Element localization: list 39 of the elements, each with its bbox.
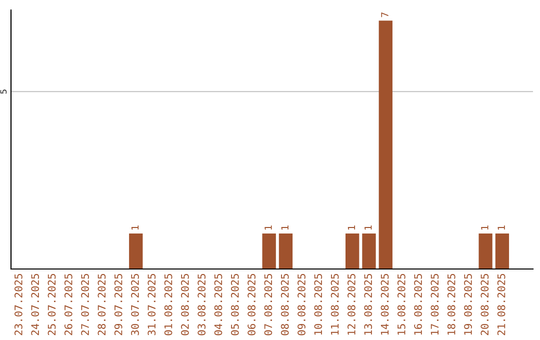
- x-tick-label: 15.08.2025: [397, 274, 406, 335]
- x-tick-label: 12.08.2025: [348, 274, 356, 335]
- data-label: 1: [481, 225, 488, 230]
- data-label: 1: [498, 225, 505, 230]
- x-tick-label: 03.08.2025: [198, 274, 206, 336]
- data-label: 1: [264, 225, 272, 230]
- x-tick-label: 02.08.2025: [181, 274, 189, 336]
- x-tick-label: 13.08.2025: [364, 274, 372, 335]
- x-tick-label: 25.07.2025: [48, 274, 56, 336]
- y-tick-label: 5: [0, 90, 7, 94]
- x-tick-label: 17.08.2025: [430, 274, 439, 335]
- x-tick-label: 16.08.2025: [414, 274, 422, 335]
- x-tick-label: 08.08.2025: [280, 274, 289, 336]
- x-tick-label: 01.08.2025: [164, 274, 172, 336]
- x-tick-label: 20.08.2025: [480, 274, 489, 336]
- x-tick-label: 07.08.2025: [264, 274, 272, 336]
- x-tick-label: 10.08.2025: [314, 274, 322, 335]
- x-tick-label: 09.08.2025: [298, 274, 306, 336]
- x-tick-label: 19.08.2025: [464, 274, 472, 335]
- x-tick-label: 06.08.2025: [248, 274, 256, 336]
- data-label: 1: [281, 225, 288, 230]
- data-label: 7: [381, 12, 388, 18]
- x-tick-label: 04.08.2025: [214, 274, 222, 336]
- data-label: 1: [131, 225, 139, 230]
- x-tick-label: 27.07.2025: [81, 274, 89, 336]
- x-tick-label: 14.08.2025: [380, 274, 389, 335]
- x-tick-label: 28.07.2025: [98, 274, 106, 336]
- data-label: 1: [364, 225, 372, 230]
- x-tick-label: 21.08.2025: [497, 274, 506, 336]
- x-tick-label: 23.07.2025: [14, 274, 22, 336]
- x-tick-label: 18.08.2025: [447, 274, 456, 335]
- x-tick-label: 11.08.2025: [330, 274, 339, 335]
- x-tick-label: 31.07.2025: [148, 274, 156, 336]
- x-tick-label: 26.07.2025: [64, 274, 72, 336]
- x-tick-label: 24.07.2025: [31, 274, 40, 336]
- data-label: 1: [348, 225, 356, 230]
- x-tick-label: 05.08.2025: [230, 274, 239, 336]
- x-tick-label: 29.07.2025: [114, 274, 122, 336]
- x-tick-label: 30.07.2025: [131, 274, 139, 336]
